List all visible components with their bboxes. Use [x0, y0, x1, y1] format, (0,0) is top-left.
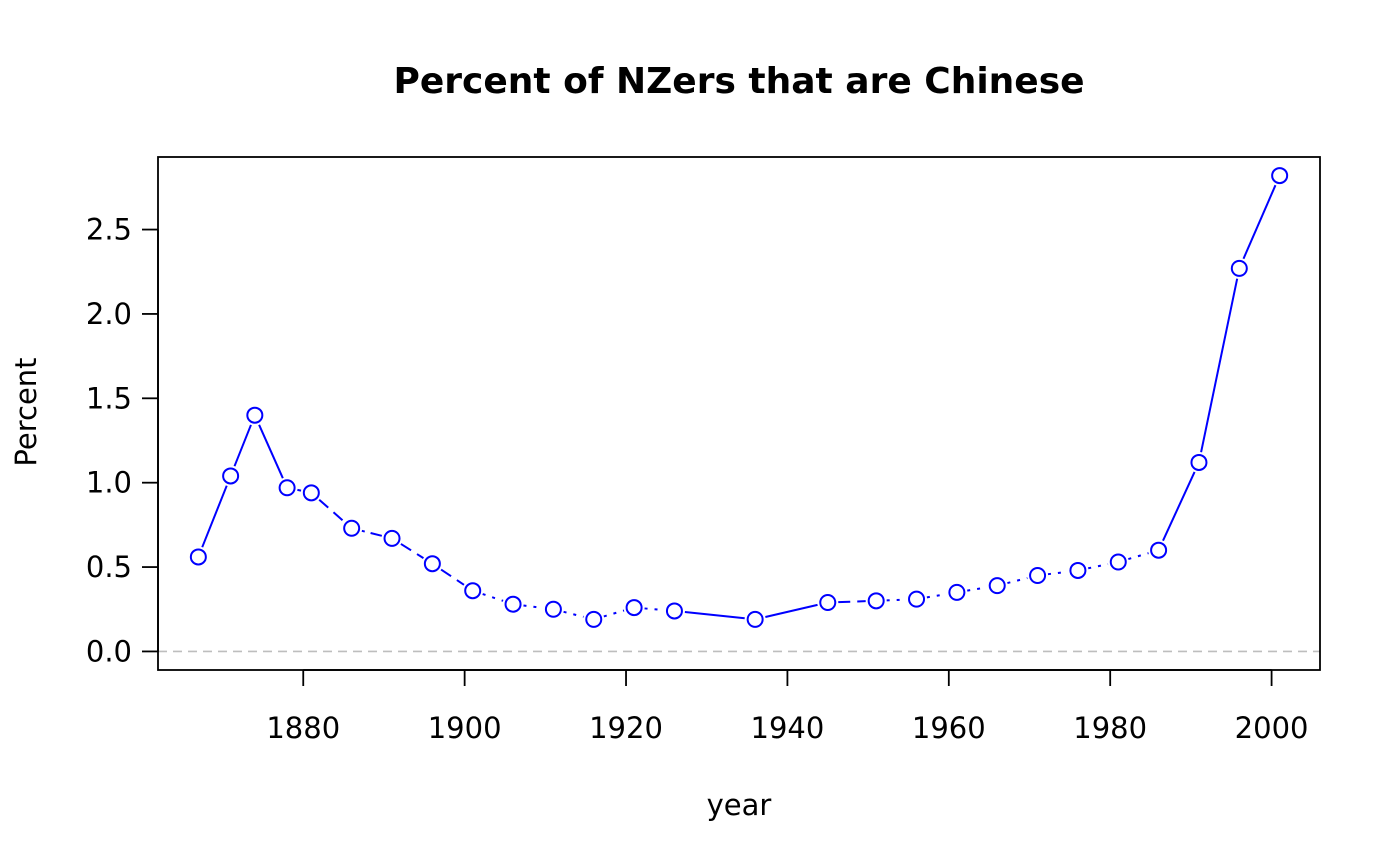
- y-tick-label-0: 0.0: [86, 634, 132, 668]
- data-point-1874: [246, 406, 264, 424]
- data-point-1991: [1190, 453, 1208, 471]
- data-point-1886: [343, 519, 361, 537]
- data-point-1906: [504, 595, 522, 613]
- data-point-1926: [665, 602, 683, 620]
- chart-title: Percent of NZers that are Chinese: [393, 61, 1084, 102]
- series-segment-7: [440, 568, 465, 586]
- data-point-1878: [278, 479, 296, 497]
- data-point-1971: [1029, 567, 1047, 584]
- series-segment-22: [1128, 552, 1149, 561]
- data-point-1871: [222, 467, 240, 485]
- data-point-1976: [1069, 561, 1087, 579]
- x-tick-label-1920: 1920: [589, 711, 663, 745]
- x-tick-label-1900: 1900: [428, 711, 502, 745]
- series-segment-25: [1242, 184, 1277, 260]
- series-segment-9: [523, 604, 544, 609]
- series-segment-5: [361, 529, 383, 537]
- data-point-1981: [1109, 553, 1127, 571]
- y-tick-label-4: 2.0: [86, 297, 132, 331]
- data-point-1945: [819, 594, 837, 611]
- series-segment-0: [201, 485, 228, 548]
- data-point-1996: [1230, 259, 1248, 277]
- x-tick-label-1960: 1960: [912, 711, 986, 745]
- data-point-1891: [383, 529, 401, 547]
- y-tick-label-5: 2.5: [86, 213, 132, 247]
- x-tick-label-1940: 1940: [751, 711, 825, 745]
- data-point-1956: [908, 590, 926, 608]
- data-point-1911: [544, 600, 562, 618]
- series-segment-14: [765, 603, 818, 618]
- y-tick-label-3: 1.5: [86, 381, 132, 415]
- series-segment-20: [1047, 570, 1068, 576]
- data-point-1936: [746, 610, 764, 628]
- series-segment-11: [603, 609, 625, 618]
- data-point-1916: [585, 610, 603, 628]
- x-axis-label: year: [707, 788, 772, 822]
- data-point-1881: [302, 484, 320, 502]
- data-point-1901: [464, 582, 482, 600]
- data-point-1961: [948, 583, 966, 601]
- series-segment-17: [926, 593, 947, 599]
- series-segment-10: [563, 610, 584, 618]
- data-point-1921: [625, 599, 643, 617]
- series-segment-24: [1200, 278, 1239, 453]
- plot-area: 1880 1900 1920 1940 1960 1980 2000 0.0 0.5 1.0 1.5…: [86, 156, 1321, 745]
- series-segment-2: [258, 424, 284, 479]
- data-point-1986: [1150, 541, 1168, 559]
- series-segment-16: [886, 598, 907, 602]
- series-segment-21: [1087, 563, 1109, 570]
- series-segment-4: [318, 498, 345, 523]
- series-segment-12: [644, 607, 665, 612]
- x-tick-label-2000: 2000: [1235, 711, 1309, 745]
- y-axis-label: Percent: [9, 357, 43, 466]
- series-segment-18: [967, 586, 988, 592]
- series-segment-8: [482, 593, 504, 602]
- series-segment-3: [297, 488, 302, 492]
- series-segment-15: [838, 600, 866, 604]
- series-segment-23: [1162, 471, 1196, 542]
- series-segment-13: [684, 611, 745, 620]
- data-point-1966: [988, 577, 1006, 595]
- x-tick-label-1980: 1980: [1073, 711, 1147, 745]
- series-segment-6: [400, 543, 424, 559]
- series-segment-1: [233, 424, 252, 467]
- series-segment-19: [1007, 577, 1028, 585]
- plot-frame: [157, 156, 1321, 671]
- data-point-1896: [423, 555, 441, 573]
- y-tick-label-1: 0.5: [86, 550, 132, 584]
- data-point-2001: [1271, 167, 1289, 185]
- x-tick-label-1880: 1880: [266, 711, 340, 745]
- data-point-1867: [189, 548, 207, 566]
- data-point-1951: [867, 592, 885, 610]
- y-tick-label-2: 1.0: [86, 466, 132, 500]
